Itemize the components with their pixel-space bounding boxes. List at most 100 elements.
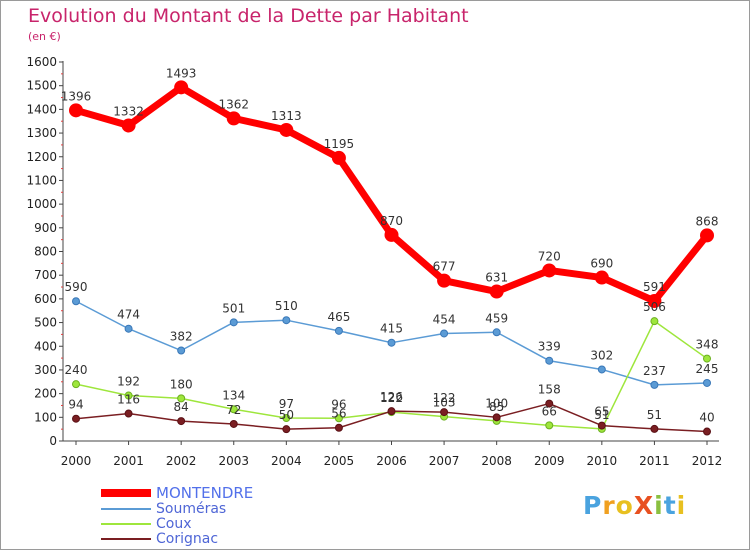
- chart-subtitle: (en €): [28, 30, 61, 43]
- data-point-corignac: [440, 408, 449, 417]
- data-point-corignac: [703, 427, 711, 436]
- y-tick-label: 1500: [26, 79, 57, 93]
- data-point-montendre: [437, 273, 452, 288]
- data-point-corignac: [492, 413, 501, 422]
- data-point-soumeras: [703, 378, 711, 387]
- data-label-corignac: 65: [594, 405, 609, 419]
- data-point-montendre: [542, 263, 557, 278]
- y-tick-label: 500: [34, 316, 57, 330]
- data-label-montendre: 631: [485, 271, 508, 285]
- y-tick-label: 1600: [26, 55, 57, 69]
- legend-swatch-soumeras: [101, 508, 151, 510]
- data-point-coux: [72, 380, 80, 389]
- data-label-montendre: 591: [643, 280, 666, 294]
- data-label-corignac: 72: [226, 403, 241, 417]
- data-point-soumeras: [334, 326, 343, 335]
- data-label-soumeras: 454: [433, 312, 456, 326]
- data-label-soumeras: 415: [380, 322, 403, 336]
- data-point-montendre: [489, 284, 504, 299]
- data-point-montendre: [384, 227, 399, 242]
- data-label-coux: 192: [117, 375, 140, 389]
- data-label-soumeras: 382: [170, 330, 193, 344]
- data-label-montendre: 720: [538, 249, 561, 263]
- data-point-montendre: [700, 228, 714, 243]
- data-label-montendre: 1195: [324, 137, 355, 151]
- data-label-soumeras: 501: [222, 301, 245, 315]
- data-point-coux: [545, 421, 554, 430]
- x-tick-label: 2000: [61, 454, 92, 468]
- y-tick-label: 100: [34, 410, 57, 424]
- data-point-corignac: [650, 424, 659, 433]
- logo-letter: t: [663, 491, 677, 520]
- y-tick-label: 600: [34, 292, 57, 306]
- data-point-soumeras: [124, 324, 133, 333]
- x-tick-label: 2003: [218, 454, 249, 468]
- chart-title: Evolution du Montant de la Dette par Hab…: [28, 5, 469, 27]
- data-label-corignac: 40: [699, 411, 714, 425]
- data-point-soumeras: [177, 346, 186, 355]
- data-point-soumeras: [545, 356, 554, 365]
- data-label-soumeras: 465: [327, 310, 350, 324]
- logo-letter: r: [602, 491, 616, 520]
- y-tick-label: 0: [49, 434, 57, 448]
- legend-label-coux: Coux: [156, 516, 192, 532]
- data-point-montendre: [174, 80, 189, 95]
- data-point-montendre: [69, 103, 83, 118]
- data-label-soumeras: 474: [117, 308, 140, 322]
- data-point-soumeras: [229, 318, 238, 327]
- legend-swatch-montendre: [101, 489, 151, 497]
- data-point-coux: [177, 394, 186, 403]
- data-label-montendre: 677: [433, 260, 456, 274]
- logo-letter: i: [654, 491, 664, 520]
- legend-label-corignac: Corignac: [156, 531, 219, 547]
- y-tick-label: 400: [34, 339, 57, 353]
- data-label-corignac: 158: [538, 383, 561, 397]
- x-tick-label: 2006: [376, 454, 407, 468]
- data-label-montendre: 868: [696, 214, 719, 228]
- data-label-coux: 506: [643, 300, 666, 314]
- y-tick-label: 1400: [26, 102, 57, 116]
- data-label-montendre: 1332: [113, 104, 144, 118]
- data-label-coux: 240: [65, 363, 88, 377]
- x-tick-label: 2002: [166, 454, 197, 468]
- data-label-corignac: 122: [433, 391, 456, 405]
- proxiti-logo: ProXiti: [583, 491, 686, 520]
- data-label-soumeras: 590: [65, 280, 88, 294]
- data-label-soumeras: 510: [275, 299, 298, 313]
- x-tick-label: 2010: [587, 454, 618, 468]
- y-tick-label: 1200: [26, 150, 57, 164]
- logo-letter: o: [615, 491, 634, 520]
- x-tick-label: 2008: [481, 454, 512, 468]
- x-tick-label: 2001: [113, 454, 144, 468]
- data-label-montendre: 1313: [271, 109, 302, 123]
- data-label-coux: 97: [279, 397, 294, 411]
- data-point-montendre: [647, 294, 662, 309]
- data-label-montendre: 1362: [218, 97, 249, 111]
- data-label-montendre: 690: [590, 257, 613, 271]
- logo-letter: i: [676, 491, 687, 520]
- x-tick-label: 2004: [271, 454, 302, 468]
- data-point-soumeras: [492, 328, 501, 337]
- y-tick-label: 1000: [26, 197, 57, 211]
- data-point-soumeras: [440, 329, 449, 338]
- y-tick-label: 1300: [26, 126, 57, 140]
- data-label-corignac: 94: [68, 398, 83, 412]
- data-point-montendre: [594, 270, 609, 285]
- x-tick-label: 2007: [429, 454, 460, 468]
- data-label-corignac: 126: [380, 390, 403, 404]
- data-point-soumeras: [282, 316, 291, 325]
- data-label-coux: 180: [170, 377, 193, 391]
- y-tick-label: 300: [34, 363, 57, 377]
- data-point-corignac: [334, 423, 343, 432]
- data-label-soumeras: 245: [696, 362, 719, 376]
- data-label-coux: 51: [594, 408, 609, 422]
- data-point-soumeras: [650, 380, 659, 389]
- data-label-coux: 103: [433, 396, 456, 410]
- x-tick-label: 2011: [639, 454, 670, 468]
- data-point-montendre: [226, 111, 241, 126]
- data-point-corignac: [545, 399, 554, 408]
- legend-swatch-coux: [101, 523, 151, 525]
- y-tick-label: 1100: [26, 173, 57, 187]
